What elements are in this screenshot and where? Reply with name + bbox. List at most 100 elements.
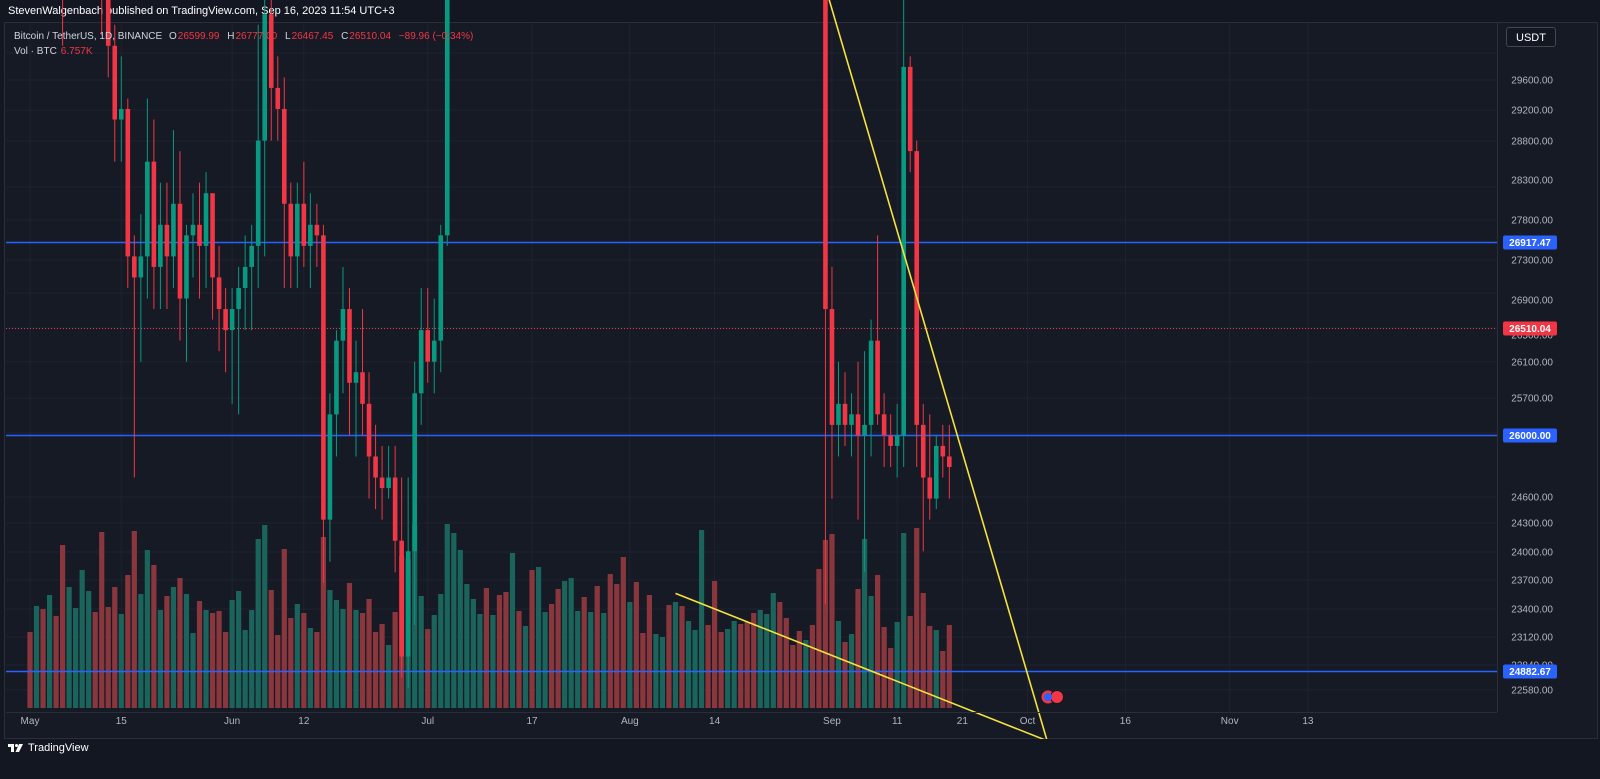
volume-bar <box>627 602 633 708</box>
event-markers[interactable] <box>1041 690 1064 704</box>
volume-bar <box>196 601 203 708</box>
price-tick-label: 24000.00 <box>1511 548 1553 559</box>
trend-line[interactable] <box>675 0 1048 742</box>
volume-bar <box>288 618 294 708</box>
volume-bar <box>99 532 105 708</box>
volume-bar <box>105 607 111 708</box>
high-value: 26777.00 <box>235 31 278 42</box>
candle-body <box>249 245 254 267</box>
trend-lines[interactable] <box>675 0 1048 742</box>
horizontal-levels[interactable] <box>6 0 1497 673</box>
volume-bar <box>236 591 242 708</box>
volume-bar <box>712 581 718 708</box>
last-price-badge <box>1503 321 1557 336</box>
grid <box>6 23 1497 712</box>
candle-body <box>151 161 157 267</box>
volume-bar <box>157 610 163 708</box>
volume-bar <box>203 610 209 708</box>
volume-bar <box>386 645 392 708</box>
volume-bar <box>594 586 600 708</box>
volume-bar <box>216 611 222 708</box>
candle-body <box>132 256 137 278</box>
volume-bar <box>659 637 666 708</box>
volume-bar <box>705 625 711 708</box>
level-price-badge-label: 24882.67 <box>1509 667 1551 678</box>
volume-bar <box>379 624 385 708</box>
volume-bar <box>751 613 757 708</box>
level-price-badge-label: 26917.47 <box>1509 238 1551 249</box>
volume-bar <box>118 614 124 708</box>
time-tick-label: 16 <box>1120 716 1132 727</box>
time-tick-label: Jun <box>224 716 240 727</box>
time-axis[interactable]: May 15 Jun 12 Jul 17 Aug 14 Sep 11 21 Oct 16 Nov 13 <box>6 712 1497 728</box>
time-tick-label: 13 <box>1302 716 1314 727</box>
volume-bar <box>209 613 216 708</box>
open-label: O <box>168 31 177 42</box>
candle-body <box>321 235 326 520</box>
volume-bar <box>483 588 489 708</box>
volume-bar <box>144 550 150 708</box>
volume-bar <box>33 606 40 708</box>
volume-bar <box>294 604 300 708</box>
candle-body <box>242 266 248 288</box>
bottom-bar <box>0 739 1600 779</box>
candle-body <box>836 403 841 425</box>
candle-body <box>105 0 111 46</box>
candle-body <box>842 403 848 425</box>
volume-bar <box>66 587 72 708</box>
candle-body <box>347 309 352 383</box>
volume-bar <box>601 613 607 708</box>
volume-bar <box>803 640 809 708</box>
candle-body <box>164 224 170 257</box>
volume-bar <box>535 567 542 708</box>
candle-body <box>829 309 835 425</box>
level-price-badge <box>1503 428 1557 443</box>
volume-bar <box>672 602 679 708</box>
time-tick-label: Aug <box>621 716 639 727</box>
volume-bar <box>842 642 848 708</box>
volume-label[interactable]: Vol · BTC <box>14 46 57 57</box>
candles <box>62 0 952 689</box>
volume-bar <box>366 599 372 708</box>
volume-bar <box>555 589 561 708</box>
currency-button[interactable]: USDT <box>1506 27 1556 47</box>
candle-body <box>933 445 939 499</box>
volume-bar <box>314 632 320 708</box>
volume-bar <box>425 629 431 708</box>
volume-bar <box>646 595 652 708</box>
volume-bar <box>581 597 587 708</box>
trend-line[interactable] <box>675 592 1048 742</box>
price-tick-label: 26500.00 <box>1511 331 1553 342</box>
candle-body <box>125 108 131 257</box>
candle-body <box>862 424 867 436</box>
economic-event-icon[interactable] <box>1050 690 1064 704</box>
price-tick-label: 28800.00 <box>1511 137 1553 148</box>
volume-bar <box>809 625 815 708</box>
volume-bar <box>770 593 776 708</box>
symbol-title[interactable]: Bitcoin / TetherUS, 1D, BINANCE <box>14 31 163 42</box>
volume-value: 6.757K <box>60 46 93 57</box>
volume-bar <box>372 632 379 708</box>
volume-bar <box>562 581 568 708</box>
volume-bar <box>346 583 353 708</box>
volume-bar <box>509 553 516 708</box>
volume-bar <box>790 645 796 708</box>
candle-body <box>275 87 281 109</box>
volume-bar <box>914 528 920 708</box>
volume-bar <box>620 557 626 708</box>
volume-bar <box>164 596 170 708</box>
candle-body <box>223 309 228 331</box>
volume-bar <box>829 534 835 708</box>
time-tick-label: 11 <box>892 716 903 727</box>
time-tick-label: 12 <box>298 716 310 727</box>
volume-bar <box>229 600 235 708</box>
price-axis[interactable]: 29600.00 29200.00 28800.00 28300.00 27800.00… <box>1497 23 1554 712</box>
volume-bar <box>444 524 450 708</box>
candle-body <box>366 403 372 457</box>
time-tick-label: 15 <box>116 716 128 727</box>
candle-body <box>118 108 124 120</box>
volume-bar <box>920 593 926 708</box>
candle-body <box>947 456 952 468</box>
candle-body <box>920 424 926 478</box>
